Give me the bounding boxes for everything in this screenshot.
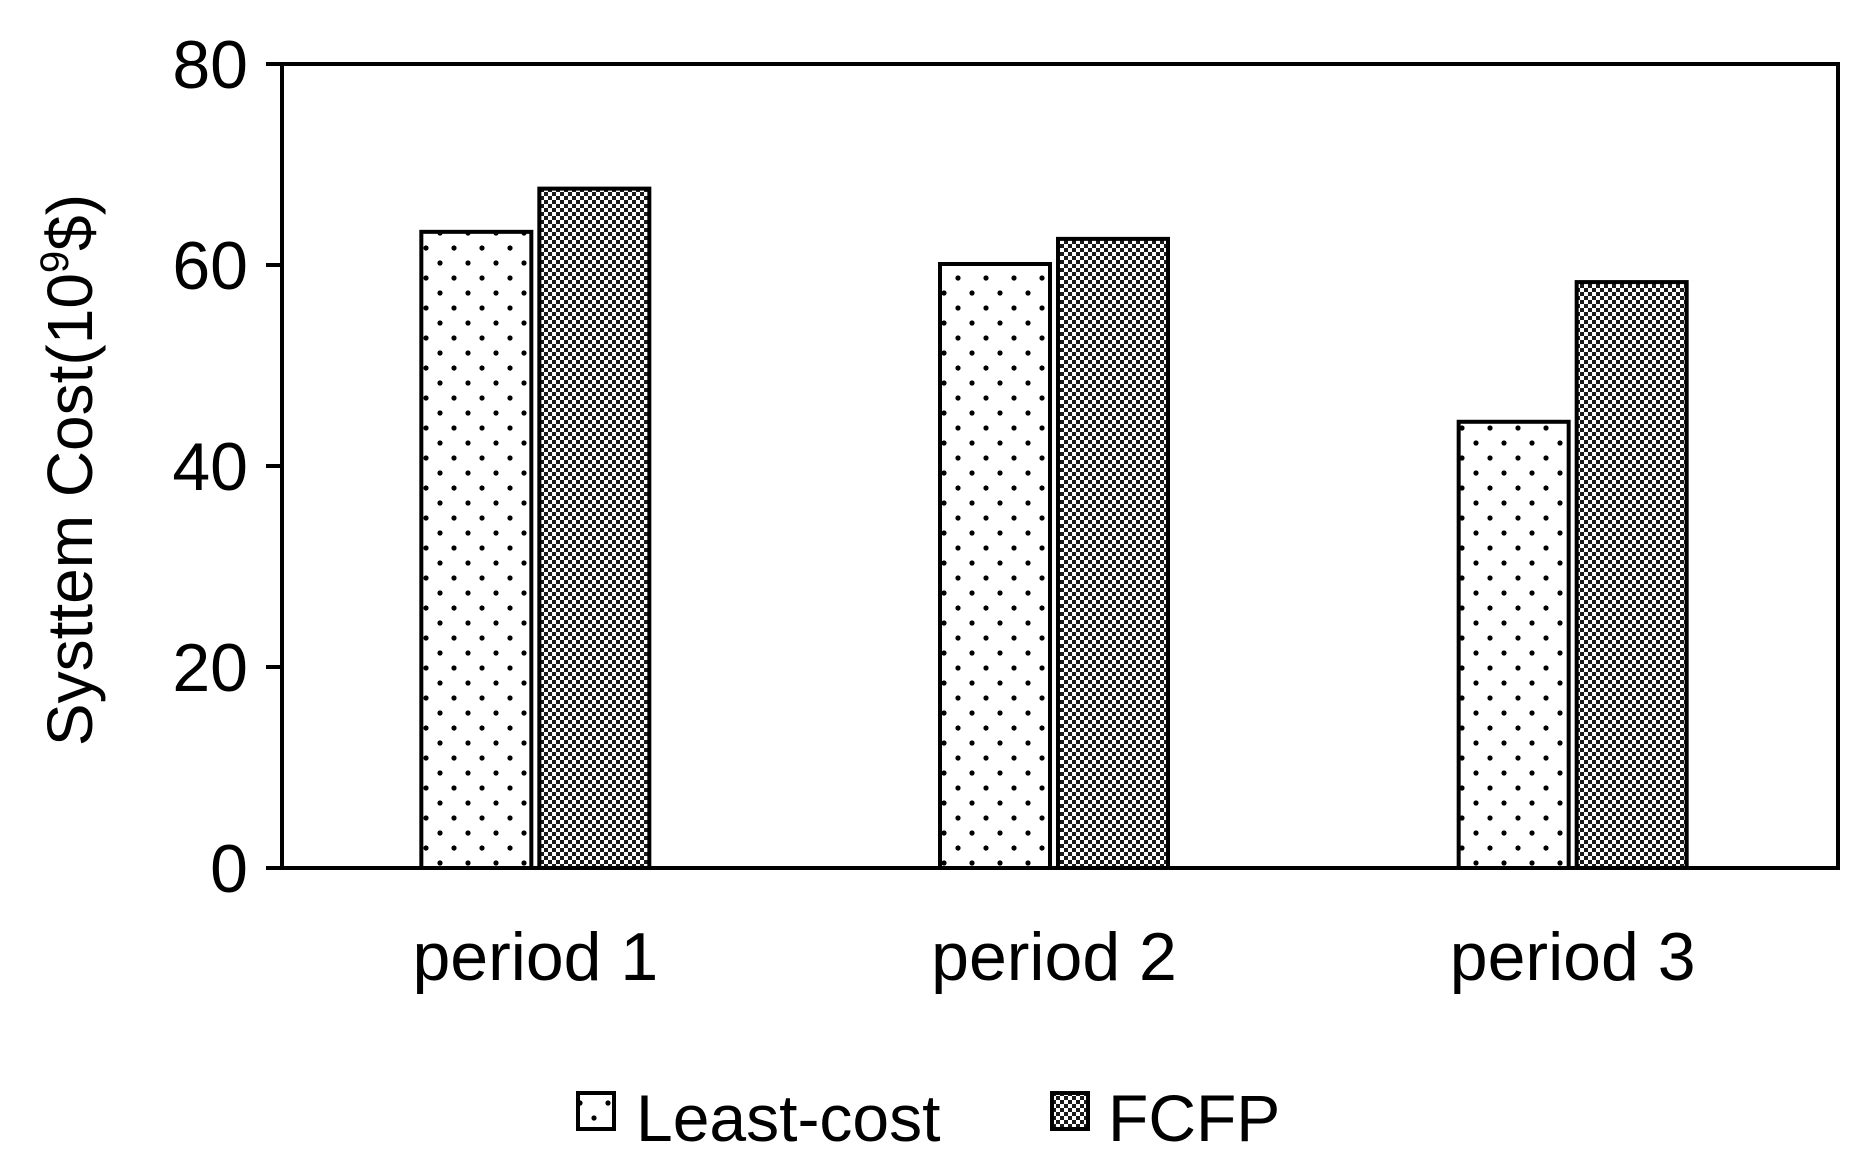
bar-least-cost-3 — [1456, 419, 1571, 870]
bar-fcfp-1 — [537, 186, 652, 870]
x-tick-label: period 3 — [1450, 919, 1696, 995]
x-tick-label: period 2 — [931, 919, 1177, 995]
y-tick-label: 20 — [172, 630, 248, 706]
x-axis: period 1 period 2 period 3 — [412, 919, 1695, 995]
legend-label-fcfp: FCFP — [1108, 1081, 1280, 1155]
y-tick-label: 0 — [210, 831, 248, 907]
legend-label-least-cost: Least-cost — [636, 1081, 940, 1155]
bar-fcfp-3 — [1574, 280, 1689, 870]
y-axis: 0 20 40 60 80 — [172, 27, 282, 907]
legend: Least-cost FCFP — [576, 1081, 1280, 1155]
legend-swatch-fcfp — [1050, 1091, 1090, 1131]
y-tick-label: 60 — [172, 228, 248, 304]
y-axis-title-sup: 9 — [33, 251, 77, 273]
y-tick-label: 40 — [172, 429, 248, 505]
y-axis-title-tail: $) — [34, 194, 106, 251]
bar-least-cost-2 — [938, 261, 1052, 870]
bars — [419, 186, 1689, 870]
bar-fcfp-2 — [1056, 236, 1170, 870]
x-tick-label: period 1 — [412, 919, 658, 995]
legend-swatch-least-cost — [576, 1091, 616, 1131]
y-axis-title-main: Systtem Cost(10 — [34, 273, 106, 746]
y-tick-label: 80 — [172, 27, 248, 103]
y-axis-title: Systtem Cost(109$) — [33, 194, 106, 746]
bar-least-cost-1 — [419, 229, 534, 870]
